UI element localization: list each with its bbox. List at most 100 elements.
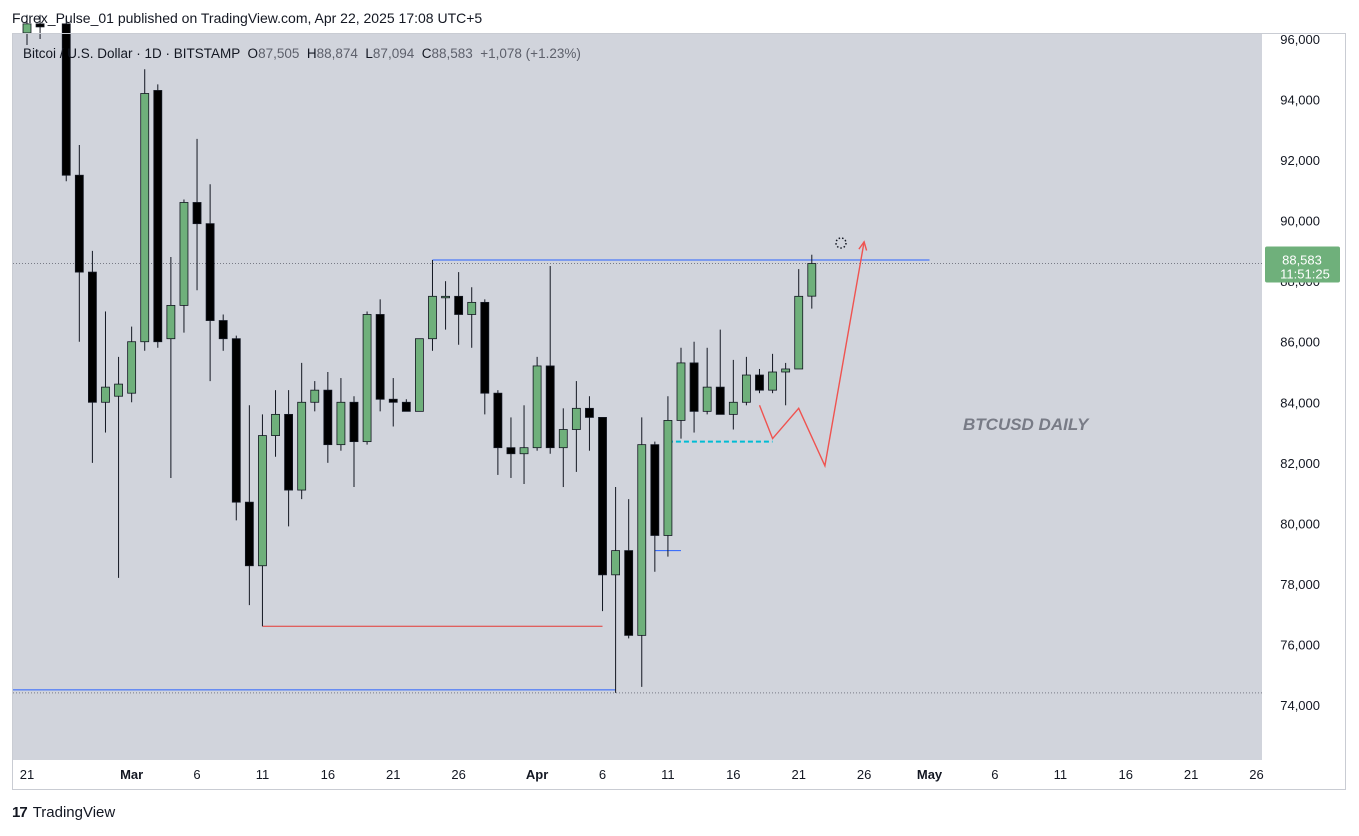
candle-body[interactable] xyxy=(218,320,228,340)
legend-open-label: O xyxy=(248,46,259,61)
candle-body[interactable] xyxy=(637,444,647,636)
candle-body[interactable] xyxy=(101,386,110,403)
time-axis[interactable] xyxy=(13,760,1262,788)
candle-body[interactable] xyxy=(284,413,294,491)
candle-body[interactable] xyxy=(362,314,372,443)
candle-body[interactable] xyxy=(807,263,817,297)
candle-body[interactable] xyxy=(258,435,267,567)
candle-body[interactable] xyxy=(35,23,45,28)
candle-body[interactable] xyxy=(388,398,398,403)
legend-high-label: H xyxy=(307,46,317,61)
candle-body[interactable] xyxy=(781,368,791,373)
candle-body[interactable] xyxy=(192,202,202,225)
candle-body[interactable] xyxy=(349,401,359,443)
candle-body[interactable] xyxy=(297,401,307,491)
time-tick-label: 26 xyxy=(451,767,465,782)
candle-body[interactable] xyxy=(454,295,464,315)
candle-body[interactable] xyxy=(22,23,32,34)
candle-body[interactable] xyxy=(310,389,320,403)
candle-body[interactable] xyxy=(532,365,542,449)
candle-body[interactable] xyxy=(153,90,163,343)
candle-body[interactable] xyxy=(179,202,189,306)
legend-symbol-rest: / U.S. Dollar · 1D · BITSTAMP xyxy=(60,46,248,61)
time-tick-label: 16 xyxy=(321,767,335,782)
candle-body[interactable] xyxy=(231,338,241,503)
price-tick-label: 96,000 xyxy=(1280,32,1320,47)
candle-body[interactable] xyxy=(336,401,346,446)
time-tick-label: Apr xyxy=(526,767,548,782)
legend-high: 88,874 xyxy=(317,46,366,61)
price-tick-label: 86,000 xyxy=(1280,335,1320,350)
candle-body[interactable] xyxy=(571,407,581,430)
time-tick-label: 6 xyxy=(991,767,998,782)
price-tick-label: 82,000 xyxy=(1280,456,1320,471)
time-tick-label: 6 xyxy=(599,767,606,782)
candle-body[interactable] xyxy=(414,338,424,412)
legend-low-label: L xyxy=(365,46,373,61)
legend-close-label: C xyxy=(422,46,432,61)
last-price-tag[interactable] xyxy=(1265,246,1340,283)
candle-body[interactable] xyxy=(585,407,594,418)
candle-body[interactable] xyxy=(715,386,725,415)
candle-body[interactable] xyxy=(205,223,215,321)
time-tick-label: May xyxy=(917,767,943,782)
candle-body[interactable] xyxy=(768,371,777,391)
candle-body[interactable] xyxy=(401,401,411,412)
plot-background xyxy=(13,34,1262,760)
candle-body[interactable] xyxy=(127,341,137,394)
candle-body[interactable] xyxy=(271,413,280,436)
candle-body[interactable] xyxy=(545,365,555,449)
candle-body[interactable] xyxy=(689,362,699,412)
candle-body[interactable] xyxy=(375,314,385,400)
projection-path[interactable] xyxy=(758,241,865,469)
candle-body[interactable] xyxy=(493,392,503,449)
candle-body[interactable] xyxy=(74,174,84,273)
published-line: Forex_Pulse_01 published on TradingView.… xyxy=(12,10,483,26)
candle-body[interactable] xyxy=(140,93,150,343)
candle-body[interactable] xyxy=(323,389,333,446)
candle-body[interactable] xyxy=(428,295,437,340)
tradingview-footer[interactable]: 17 TradingView xyxy=(12,804,115,821)
time-tick-label: 21 xyxy=(1184,767,1198,782)
price-tick-label: 78,000 xyxy=(1280,577,1320,592)
candle-body[interactable] xyxy=(519,447,529,455)
time-tick-label: 11 xyxy=(1054,767,1068,782)
candle-body[interactable] xyxy=(663,420,673,536)
candle-body[interactable] xyxy=(480,301,490,394)
candle-body[interactable] xyxy=(794,295,804,370)
candle-countdown: 11:51:25 xyxy=(1280,267,1330,282)
ohlc-legend[interactable]: Bitcoi / U.S. Dollar · 1D · BITSTAMP O87… xyxy=(23,46,581,61)
candle-body[interactable] xyxy=(650,444,660,536)
time-tick-label: 21 xyxy=(386,767,400,782)
candle-body[interactable] xyxy=(244,501,254,567)
candle-body[interactable] xyxy=(467,301,477,315)
time-tick-label: 26 xyxy=(857,767,871,782)
candle-body[interactable] xyxy=(166,304,176,340)
price-tick-label: 84,000 xyxy=(1280,395,1320,410)
time-tick-label: 21 xyxy=(20,767,34,782)
time-tick-label: Mar xyxy=(120,767,143,782)
candle-body[interactable] xyxy=(114,383,123,397)
candle-body[interactable] xyxy=(611,550,620,576)
candle-body[interactable] xyxy=(558,429,568,449)
candle-body[interactable] xyxy=(676,362,686,421)
price-tick-label: 90,000 xyxy=(1280,214,1320,229)
legend-open: 87,505 xyxy=(258,46,307,61)
candle-body[interactable] xyxy=(702,386,712,412)
annotation-text: BTCUSD DAILY xyxy=(963,415,1090,434)
candle-body[interactable] xyxy=(598,417,607,576)
time-tick-label: 26 xyxy=(1249,767,1263,782)
price-axis[interactable] xyxy=(1262,34,1345,760)
time-tick-label: 16 xyxy=(1118,767,1132,782)
candle-body[interactable] xyxy=(506,447,516,455)
candle-body[interactable] xyxy=(755,374,764,391)
candle-body[interactable] xyxy=(742,374,751,403)
candle-body[interactable] xyxy=(88,271,97,403)
candle-body[interactable] xyxy=(624,550,634,636)
price-tick-label: 74,000 xyxy=(1280,698,1320,713)
candle-body[interactable] xyxy=(728,401,738,415)
time-tick-label: 11 xyxy=(661,767,675,782)
candle-body[interactable] xyxy=(61,23,71,176)
candle-body[interactable] xyxy=(441,295,450,299)
